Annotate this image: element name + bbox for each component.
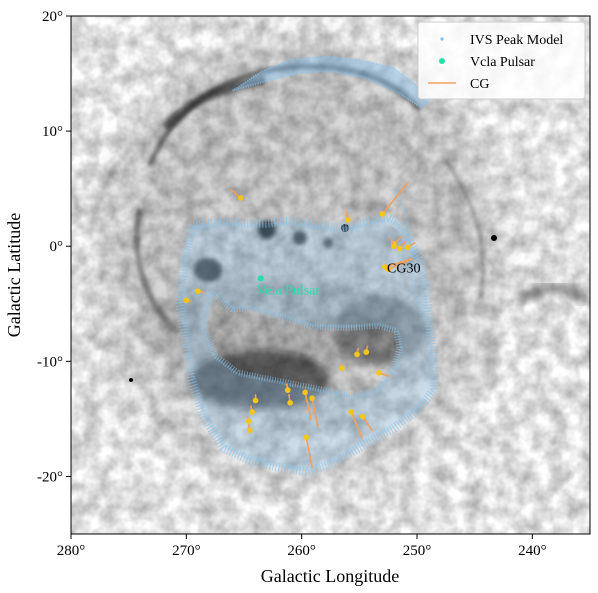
y-axis-ticks: 20° 10° 0° -10° -20°	[37, 9, 71, 485]
x-tick-label: 260°	[287, 543, 316, 559]
cg-head	[302, 389, 308, 396]
cg-head	[359, 413, 366, 420]
cg-head	[303, 434, 310, 441]
y-tick-label: 0°	[50, 239, 64, 255]
vela-pulsar-label: Vela Pulsar	[257, 284, 321, 299]
vela-pulsar-series	[257, 275, 264, 282]
legend-marker-ivs	[440, 37, 444, 41]
cg30-label: CG30	[387, 262, 420, 277]
cg-head	[363, 349, 370, 355]
cg-head	[339, 365, 345, 372]
x-tick-label: 250°	[403, 543, 432, 559]
cg-head	[404, 244, 411, 251]
cg-tail	[387, 260, 409, 271]
ivs-outer-ring	[174, 212, 439, 477]
cg-head	[246, 427, 253, 434]
ivs-inner-ring	[200, 289, 403, 399]
x-tick-label: 280°	[57, 543, 86, 559]
cg-head	[252, 397, 259, 404]
x-tick-label: 240°	[518, 543, 547, 559]
cg-tail	[381, 182, 409, 215]
cg-head	[237, 195, 244, 201]
cg-head	[348, 409, 355, 415]
legend-label: Vcla Pulsar	[470, 55, 535, 70]
cg-head	[354, 351, 360, 358]
cg-head	[309, 395, 315, 401]
y-tick-label: -20°	[37, 469, 63, 485]
plot-frame	[70, 15, 591, 535]
cg-head	[376, 370, 382, 376]
y-axis-label: Galactic Latitude	[4, 213, 24, 337]
legend-marker-pulsar	[439, 58, 445, 64]
cg-head	[249, 409, 255, 415]
cg-head	[385, 266, 391, 273]
y-tick-label: 20°	[42, 9, 63, 25]
cg-series	[183, 182, 416, 469]
cg-head	[391, 243, 397, 250]
cg-head	[287, 399, 293, 406]
legend: IVS Peak Model Vcla Pulsar CG	[417, 21, 586, 100]
plot-area: CG30 Vela Pulsar	[71, 16, 590, 534]
cg-tail	[311, 397, 319, 427]
cg-tail	[350, 411, 363, 439]
vela-pulsar-point	[257, 275, 264, 282]
ivs-peak-model-series	[174, 55, 439, 477]
cg-head	[183, 297, 190, 304]
ivs-shell-fill	[179, 217, 435, 472]
cg-head	[396, 245, 403, 252]
cg-head	[195, 288, 201, 294]
x-tick-label: 270°	[172, 543, 201, 559]
legend-label: CG	[470, 77, 489, 92]
cg-head	[285, 387, 291, 393]
cg-tail	[304, 391, 312, 420]
cg-head	[245, 418, 252, 424]
cg-tail	[383, 258, 414, 268]
y-tick-label: 10°	[42, 124, 63, 140]
cg-tail	[305, 436, 313, 469]
legend-label: IVS Peak Model	[470, 33, 563, 48]
annotations: CG30 Vela Pulsar	[257, 262, 421, 299]
x-axis-label: Galactic Longitude	[261, 566, 399, 586]
ivs-right-arc	[392, 187, 424, 316]
legend-box	[417, 21, 586, 100]
y-tick-label: -10°	[37, 354, 63, 370]
background-sky-map	[71, 16, 590, 534]
x-axis-ticks: 280° 270° 260° 250° 240°	[57, 534, 547, 559]
ivs-top-arc	[231, 55, 433, 110]
cg-head	[345, 216, 351, 223]
cg-head	[379, 211, 386, 217]
